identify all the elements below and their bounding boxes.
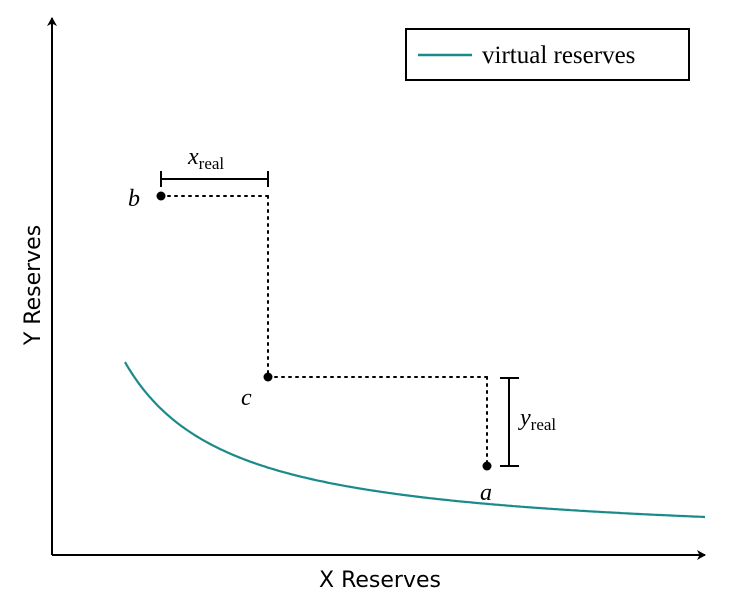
legend-box xyxy=(405,28,690,81)
point-b-label: b xyxy=(128,186,140,212)
point-c xyxy=(263,372,273,382)
legend-label: virtual reserves xyxy=(482,42,635,69)
legend: virtual reserves xyxy=(405,28,690,81)
point-c-label: c xyxy=(241,385,252,411)
virtual-reserves-curve xyxy=(124,361,706,519)
point-b xyxy=(156,191,166,201)
y-axis-label: Y Reserves xyxy=(21,225,46,346)
x-axis-label: X Reserves xyxy=(319,568,441,593)
x-real-label: xreal xyxy=(187,144,224,173)
point-a-label: a xyxy=(480,480,492,506)
y-real-label: yreal xyxy=(518,405,556,434)
point-a xyxy=(482,461,492,471)
y-real-bracket xyxy=(500,377,519,467)
x-real-bracket xyxy=(160,171,269,187)
